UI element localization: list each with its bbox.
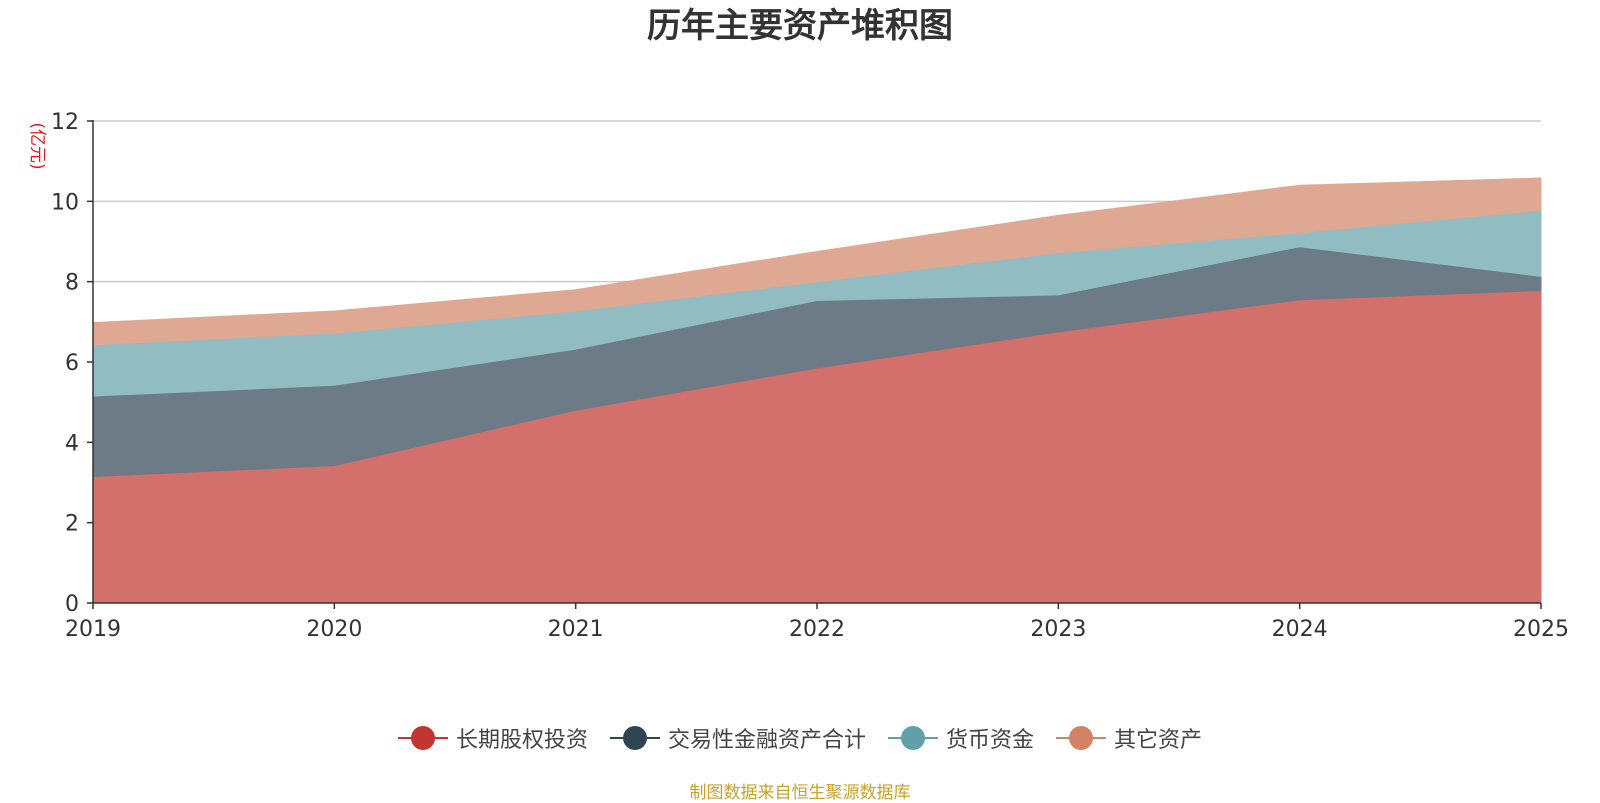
legend-label: 其它资产 <box>1114 728 1203 753</box>
chart-title: 历年主要资产堆积图 <box>647 6 953 46</box>
y-tick-label: 12 <box>51 110 79 135</box>
legend-item[interactable]: 长期股权投资 <box>397 722 588 754</box>
y-tick-label: 10 <box>51 190 79 215</box>
legend: 长期股权投资 交易性金融资产合计 货币资金 其它资产 <box>0 718 1600 758</box>
x-tick-label: 2019 <box>65 617 121 642</box>
x-tick-label: 2021 <box>548 617 604 642</box>
legend-item[interactable]: 其它资产 <box>1056 722 1202 754</box>
y-tick-label: 0 <box>65 592 79 617</box>
y-axis-label: (亿元) <box>27 122 47 169</box>
legend-label: 长期股权投资 <box>455 728 588 753</box>
legend-marker-icon <box>1056 726 1107 750</box>
x-tick-label: 2024 <box>1272 617 1328 642</box>
x-tick-label: 2022 <box>789 617 845 642</box>
x-tick-label: 2025 <box>1513 617 1569 642</box>
legend-label: 货币资金 <box>946 728 1035 753</box>
x-tick-label: 2020 <box>306 617 362 642</box>
y-tick-label: 2 <box>65 512 79 537</box>
y-tick-label: 8 <box>65 271 79 296</box>
legend-label: 交易性金融资产合计 <box>667 728 866 753</box>
legend-marker-icon <box>888 726 938 750</box>
source-note: 制图数据来自恒生聚源数据库 <box>689 783 911 803</box>
y-tick-label: 6 <box>65 351 79 376</box>
legend-marker-icon <box>609 726 660 750</box>
legend-item[interactable]: 交易性金融资产合计 <box>609 722 866 754</box>
area-series <box>92 177 1542 604</box>
area-series-3[interactable] <box>92 177 1542 346</box>
axes: 0 2 4 6 8 10 12 2019 2020 2021 2022 2023 2024 2025 <box>51 110 1569 642</box>
x-tick-label: 2023 <box>1030 617 1086 642</box>
legend-item[interactable]: 货币资金 <box>888 722 1034 754</box>
legend-marker-icon <box>397 726 448 750</box>
y-tick-label: 4 <box>65 431 79 456</box>
